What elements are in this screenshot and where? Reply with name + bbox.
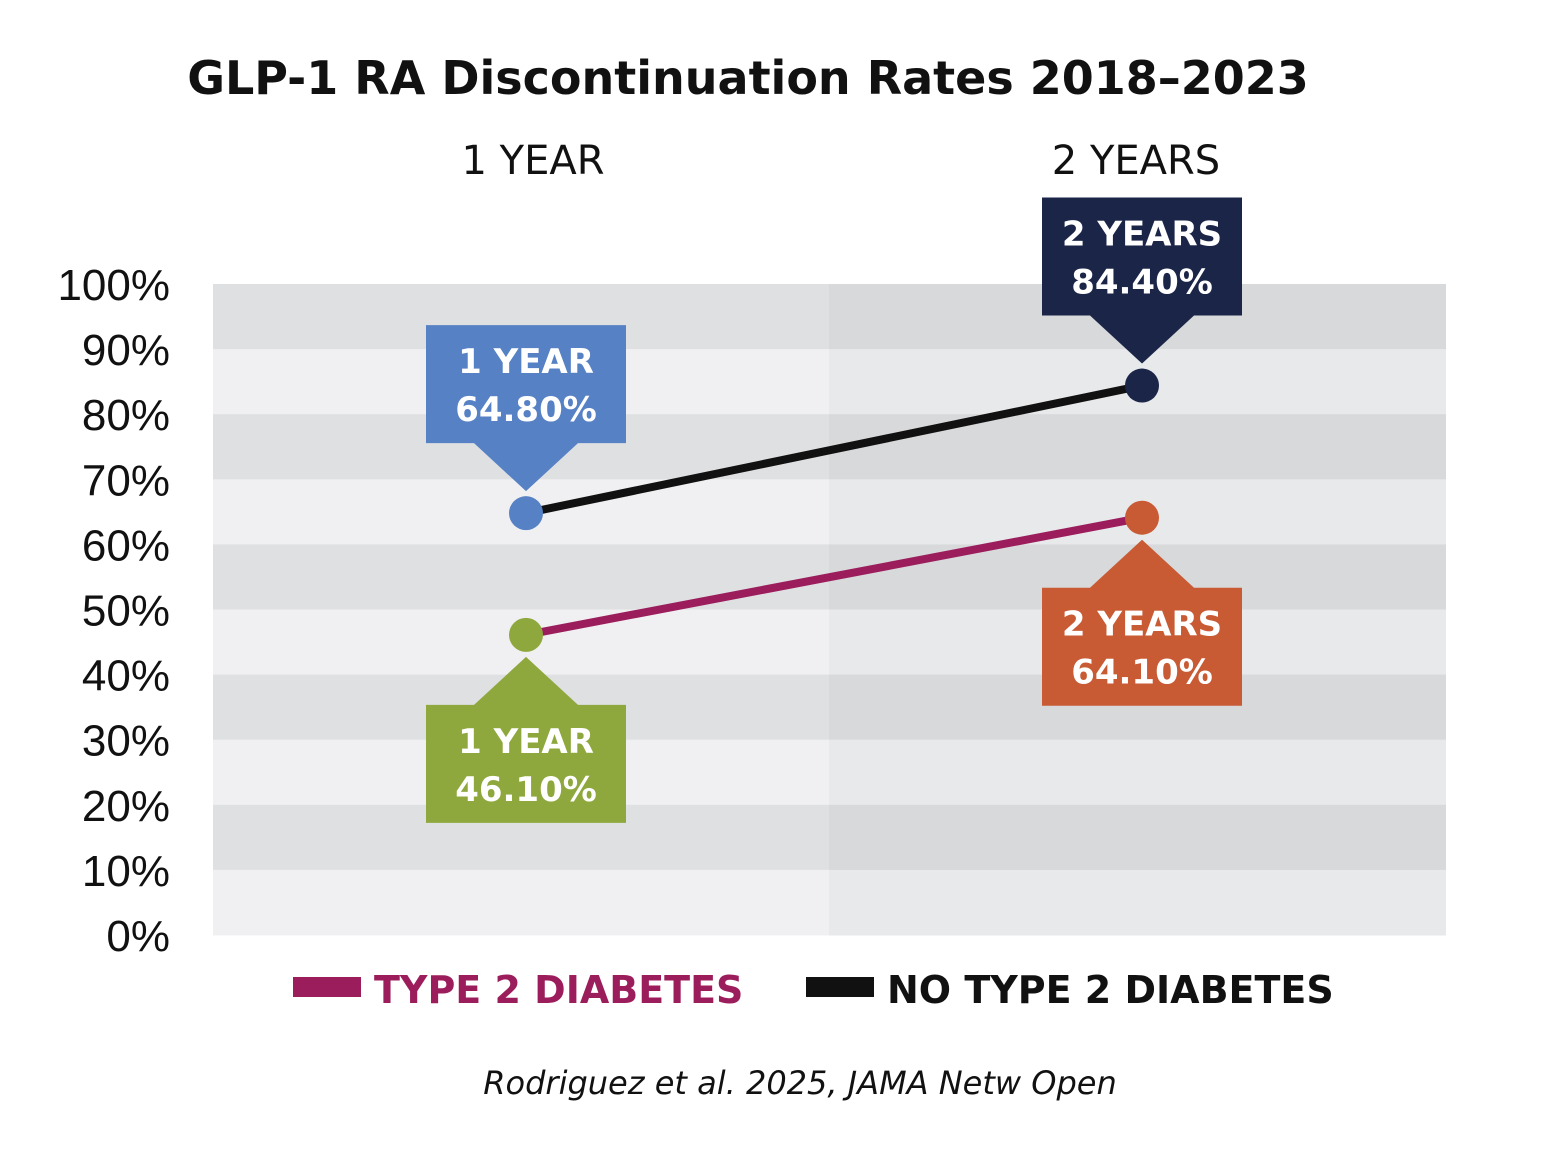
- y-tick-60pct: 60%: [82, 521, 170, 570]
- y-tick-0pct: 0%: [106, 912, 170, 961]
- y-tick-50pct: 50%: [82, 587, 170, 636]
- callout-shape: [1042, 539, 1242, 706]
- series-lines: [522, 381, 1146, 639]
- plot-background-bands: [213, 284, 1446, 936]
- band-right-7: [829, 739, 1446, 806]
- callout-period-label: 1 YEAR: [458, 342, 594, 382]
- callout-period-label: 1 YEAR: [458, 722, 594, 762]
- y-tick-10pct: 10%: [82, 847, 170, 896]
- callout-value-label: 84.40%: [1071, 263, 1213, 303]
- y-tick-30pct: 30%: [82, 717, 170, 766]
- legend: TYPE 2 DIABETES NO TYPE 2 DIABETES: [293, 968, 1334, 1012]
- value-callouts: 1 YEAR 64.80% 2 YEARS 84.40% 1 YEAR 46.10% 2 Y…: [426, 197, 1242, 823]
- series-markers: [509, 368, 1159, 652]
- y-tick-70pct: 70%: [82, 456, 170, 505]
- marker-no-type-2-diabetes-1: [509, 496, 543, 531]
- band-right-8: [829, 804, 1446, 871]
- callout-no-type-2-diabetes-1: 1 YEAR 64.80%: [426, 325, 626, 492]
- callout-value-label: 64.80%: [455, 390, 597, 430]
- legend-label-no-type-2-diabetes: NO TYPE 2 DIABETES: [887, 968, 1334, 1012]
- legend-swatch-type-2-diabetes: [293, 977, 361, 997]
- y-tick-100pct: 100%: [57, 261, 170, 310]
- callout-value-label: 46.10%: [455, 770, 597, 810]
- y-tick-20pct: 20%: [82, 782, 170, 831]
- band-right-9: [829, 869, 1446, 936]
- callout-shape: [426, 325, 626, 492]
- y-tick-40pct: 40%: [82, 652, 170, 701]
- marker-no-type-2-diabetes-2: [1125, 368, 1159, 403]
- marker-type-2-diabetes-1: [509, 617, 543, 652]
- callout-type-2-diabetes-2: 2 YEARS 64.10%: [1042, 539, 1242, 706]
- callout-value-label: 64.10%: [1071, 653, 1213, 693]
- column-header-2-years: 2 YEARS: [1052, 138, 1220, 184]
- callout-period-label: 2 YEARS: [1062, 215, 1222, 255]
- chart-title: GLP-1 RA Discontinuation Rates 2018–2023: [187, 51, 1309, 105]
- y-tick-80pct: 80%: [82, 391, 170, 440]
- callout-period-label: 2 YEARS: [1062, 605, 1222, 645]
- y-tick-90pct: 90%: [82, 326, 170, 375]
- y-axis-tick-labels: 0% 10% 20% 30% 40% 50% 60% 70% 80% 90% 100%: [57, 261, 170, 961]
- band-right-2: [829, 414, 1446, 480]
- callout-type-2-diabetes-1: 1 YEAR 46.10%: [426, 656, 626, 823]
- line-no-type-2-diabetes: [522, 381, 1146, 518]
- band-left-9: [213, 869, 829, 936]
- line-type-2-diabetes: [522, 513, 1146, 639]
- legend-label-type-2-diabetes: TYPE 2 DIABETES: [374, 968, 743, 1012]
- column-header-1-year: 1 YEAR: [461, 138, 604, 184]
- callout-no-type-2-diabetes-2: 2 YEARS 84.40%: [1042, 197, 1242, 364]
- source-citation: Rodriguez et al. 2025, JAMA Netw Open: [483, 1064, 1116, 1102]
- legend-swatch-no-type-2-diabetes: [806, 977, 874, 997]
- callout-shape: [1042, 197, 1242, 364]
- marker-type-2-diabetes-2: [1125, 500, 1159, 535]
- band-left-4: [213, 544, 829, 610]
- callout-shape: [426, 656, 626, 823]
